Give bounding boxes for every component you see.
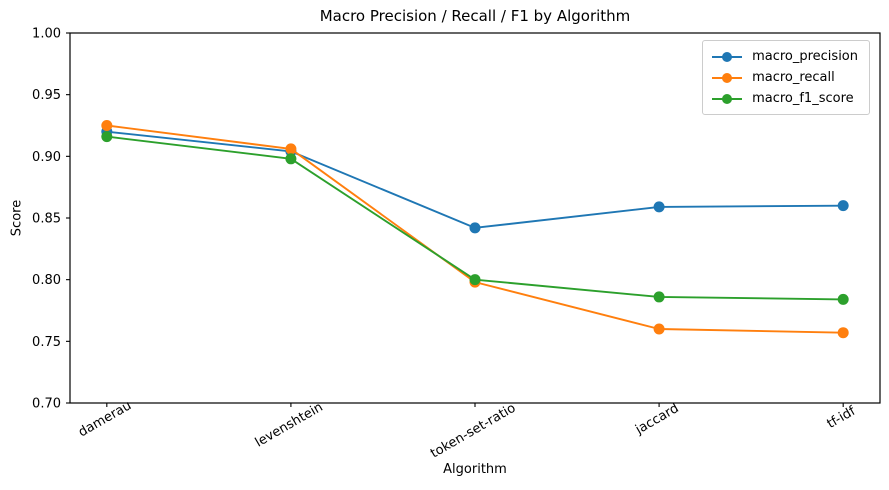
data-point-macro_recall-levenshtein — [285, 143, 297, 155]
x-tick-label: tf-idf — [825, 404, 859, 432]
legend: macro_precision macro_recall macro_f1_sc… — [702, 40, 870, 115]
data-point-macro_f1_score-jaccard — [653, 291, 665, 303]
y-tick-label: 0.80 — [32, 273, 61, 288]
data-point-macro_f1_score-tf-idf — [837, 293, 849, 305]
x-tick-label: levenshtein — [253, 400, 326, 451]
chart-title: Macro Precision / Recall / F1 by Algorit… — [319, 7, 631, 25]
y-tick-label: 0.95 — [32, 88, 61, 103]
data-point-macro_recall-tf-idf — [837, 327, 849, 339]
data-point-macro_f1_score-damerau — [101, 131, 113, 143]
legend-line-marker-icon — [712, 48, 743, 65]
legend-entry-macro-recall: macro_recall — [712, 69, 858, 86]
y-tick-label: 0.85 — [32, 212, 61, 227]
data-point-macro_precision-tf-idf — [837, 200, 849, 212]
x-tick-label: token-set-ratio — [428, 401, 518, 462]
legend-dot-icon — [722, 51, 733, 62]
data-point-macro_recall-jaccard — [653, 323, 665, 335]
legend-entry-macro-precision: macro_precision — [712, 48, 858, 65]
legend-label: macro_recall — [752, 70, 835, 85]
legend-label: macro_f1_score — [752, 91, 854, 106]
legend-dot-icon — [722, 93, 733, 104]
y-tick-label: 0.70 — [32, 397, 61, 412]
y-tick-label: 0.90 — [32, 150, 61, 165]
data-point-macro_recall-damerau — [101, 120, 113, 131]
data-point-macro_f1_score-levenshtein — [285, 153, 297, 165]
x-tick-label: damerau — [76, 398, 134, 440]
legend-line-marker-icon — [712, 90, 743, 107]
x-axis-label: Algorithm — [443, 462, 507, 477]
data-point-macro_f1_score-token-set-ratio — [469, 274, 481, 286]
legend-label: macro_precision — [752, 49, 858, 64]
y-tick-label: 1.00 — [32, 27, 61, 42]
data-point-macro_precision-token-set-ratio — [469, 222, 481, 234]
y-tick-label: 0.75 — [32, 335, 61, 350]
legend-line-marker-icon — [712, 69, 743, 86]
legend-dot-icon — [722, 72, 733, 83]
y-axis-label: Score — [9, 199, 25, 237]
legend-entry-macro-f1-score: macro_f1_score — [712, 90, 858, 107]
data-point-macro_precision-jaccard — [653, 201, 665, 213]
x-tick-label: jaccard — [632, 401, 681, 438]
series-line-macro_precision — [105, 130, 845, 229]
